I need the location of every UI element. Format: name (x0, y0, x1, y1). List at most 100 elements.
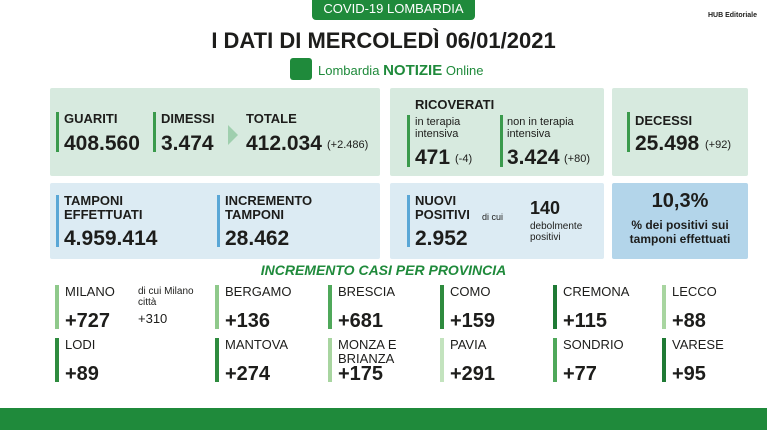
value: 3.424 (507, 146, 560, 169)
province-value: +159 (450, 310, 496, 332)
province-value: +89 (65, 363, 99, 385)
province: PAVIA +291 (440, 338, 550, 386)
value: 471 (415, 146, 451, 169)
province-bar (553, 285, 557, 329)
province-value: +727 (65, 310, 111, 332)
province-bar (440, 338, 444, 382)
label: DIMESSI (161, 111, 215, 126)
deaths-box (612, 88, 748, 176)
province-name: SONDRIO (563, 337, 624, 352)
tab: COVID-19 LOMBARDIA (312, 0, 475, 20)
label: GUARITI (64, 111, 118, 126)
label: NUOVI POSITIVI (415, 193, 470, 222)
label: di cui (482, 212, 504, 222)
footer-bar (0, 408, 767, 430)
province: SONDRIO +77 (553, 338, 663, 386)
province-bar (55, 338, 59, 382)
label: TOTALE (246, 111, 297, 126)
province: CREMONA +115 (553, 285, 663, 333)
province-name: VARESE (672, 337, 724, 352)
title: I DATI DI MERCOLEDÌ 06/01/2021 (211, 28, 556, 53)
value: 10,3% (651, 190, 709, 212)
accent (56, 195, 59, 247)
province-value: +175 (338, 363, 384, 385)
province: MONZA E BRIANZA +175 (328, 338, 438, 386)
province-name: MANTOVA (225, 337, 289, 352)
change: (+92) (705, 139, 731, 151)
province-name: BRESCIA (338, 284, 396, 299)
value: 3.474 (161, 132, 214, 155)
province: BRESCIA +681 (328, 285, 438, 333)
label: debolmente positivi (530, 221, 583, 243)
province-bar (328, 285, 332, 329)
province-name: BERGAMO (225, 284, 292, 299)
province: MANTOVA +274 (215, 338, 325, 386)
province-bar (662, 285, 666, 329)
value: 412.034 (246, 132, 322, 155)
label: % dei positivi sui tamponi effettuati (629, 218, 731, 246)
value: 4.959.414 (64, 227, 158, 250)
province-bar (215, 338, 219, 382)
province-value: +77 (563, 363, 597, 385)
section-title: INCREMENTO CASI PER PROVINCIA (260, 262, 507, 278)
province-name: PAVIA (450, 337, 487, 352)
province: COMO +159 (440, 285, 550, 333)
province-value: +95 (672, 363, 706, 385)
positives-box (390, 183, 604, 259)
logo: Lombardia NOTIZIE Online (318, 62, 483, 79)
label: in terapia intensiva (415, 116, 461, 140)
province-name: LODI (65, 337, 96, 352)
province-bar (328, 338, 332, 382)
accent (627, 112, 630, 152)
label: non in terapia intensiva (507, 116, 574, 140)
value: 2.952 (415, 227, 468, 250)
change: (+80) (564, 153, 590, 165)
accent (407, 115, 410, 167)
province-bar (553, 338, 557, 382)
logo-brand: Lombardia (318, 63, 380, 78)
province-name: CREMONA (563, 284, 630, 299)
province-name: COMO (450, 284, 491, 299)
accent (217, 195, 220, 247)
province-value: +88 (672, 310, 706, 332)
logo-suffix: Online (445, 63, 484, 78)
province-value: +274 (225, 363, 271, 385)
province-value: +291 (450, 363, 496, 385)
value: 140 (530, 198, 561, 218)
province: LODI +89 (55, 338, 165, 386)
value: 28.462 (225, 227, 290, 250)
note-value: +310 (138, 311, 168, 326)
province-name: MILANO (65, 284, 115, 299)
label: DECESSI (635, 113, 693, 128)
label: TAMPONI EFFETTUATI (64, 193, 143, 222)
province: LECCO +88 (662, 285, 767, 333)
hospital-box (390, 88, 604, 176)
change: (+2.486) (327, 139, 369, 151)
province-name: MONZA E BRIANZA (338, 337, 397, 366)
percent-box (612, 183, 748, 259)
province-name: LECCO (672, 284, 717, 299)
accent (56, 112, 59, 152)
province-value: +681 (338, 310, 384, 332)
province-bar (440, 285, 444, 329)
logo-icon (290, 58, 312, 80)
province-bar (662, 338, 666, 382)
label: INCREMENTO TAMPONI (225, 193, 313, 222)
value: 408.560 (64, 132, 140, 155)
source: HUB Editoriale (707, 12, 757, 19)
arrow (228, 125, 238, 145)
logo-name: NOTIZIE (383, 62, 443, 79)
change: (-4) (455, 153, 473, 165)
province: BERGAMO +136 (215, 285, 325, 333)
province-value: +136 (225, 310, 271, 332)
accent (407, 195, 410, 247)
province-bar (55, 285, 59, 329)
value: 25.498 (635, 132, 700, 155)
accent (500, 115, 503, 167)
label: RICOVERATI (415, 97, 495, 112)
province-value: +115 (563, 310, 607, 332)
province: VARESE +95 (662, 338, 767, 386)
province: MILANO +727 (55, 285, 165, 333)
note-label: di cui Milano città (138, 286, 194, 308)
